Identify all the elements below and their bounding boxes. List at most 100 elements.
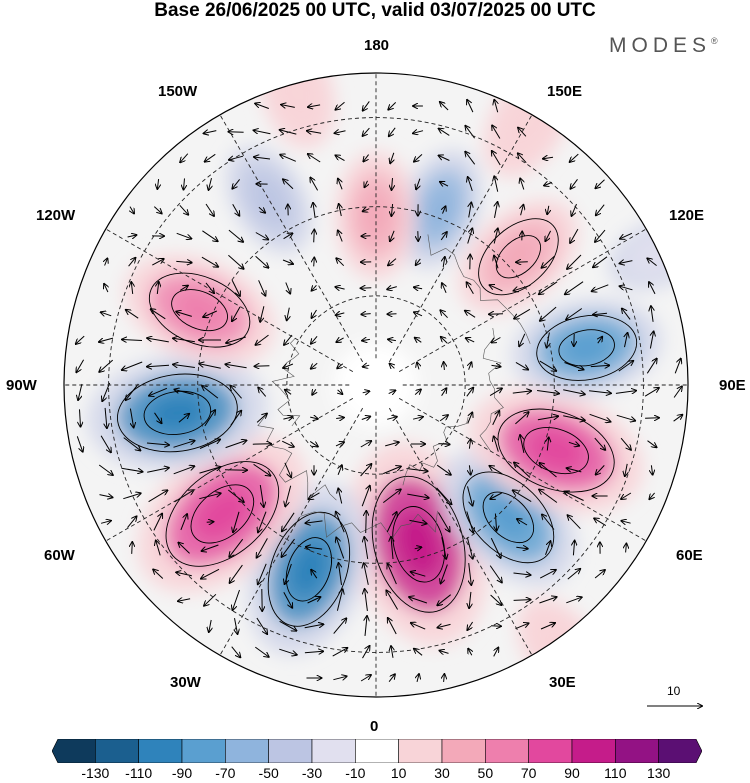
wind-vector <box>416 178 420 190</box>
wind-vector <box>494 436 499 452</box>
wind-vector <box>179 204 188 214</box>
wind-vector <box>153 206 161 214</box>
wind-vector <box>284 334 293 345</box>
wind-vector <box>230 564 243 583</box>
wind-vector <box>590 365 609 366</box>
wind-vector <box>440 182 449 186</box>
wind-vector <box>258 388 267 397</box>
wind-vector <box>363 154 369 162</box>
wind-vector <box>282 260 293 264</box>
wind-vector <box>365 180 368 187</box>
wind-vector <box>626 544 627 553</box>
meridian-line <box>398 224 655 373</box>
wind-vector <box>157 282 158 295</box>
wind-vector <box>227 489 243 502</box>
wind-vector <box>547 332 550 348</box>
wind-vector <box>309 492 320 499</box>
wind-vector <box>230 386 242 399</box>
wind-vector <box>490 466 503 475</box>
wind-vector <box>360 675 371 682</box>
colorbar-tick-label: 110 <box>604 765 627 781</box>
colorbar-swatch <box>225 739 269 763</box>
wind-vector <box>258 511 267 533</box>
wind-vector <box>209 619 211 632</box>
wind-vector <box>285 563 292 584</box>
colorbar-swatch <box>485 739 529 763</box>
wind-vector <box>492 337 501 343</box>
wind-vector <box>539 597 556 604</box>
wind-vector <box>180 153 189 163</box>
wind-vector <box>469 465 470 474</box>
wind-vector <box>593 256 608 267</box>
wind-vector <box>515 361 528 369</box>
wind-vector <box>469 203 472 218</box>
streamline-contour <box>371 475 466 613</box>
wind-vector <box>307 597 321 604</box>
wind-vector <box>469 439 470 449</box>
wind-vector <box>175 390 194 395</box>
wind-vector <box>225 364 247 369</box>
wind-vector <box>130 408 133 428</box>
wind-vector <box>594 570 605 579</box>
wind-vector <box>383 466 401 475</box>
wind-vector <box>254 130 271 133</box>
wind-vector <box>287 307 290 321</box>
wind-vector <box>313 203 315 218</box>
wind-vector <box>466 338 475 342</box>
wind-vector <box>566 308 583 320</box>
wind-vector <box>518 128 527 137</box>
wind-vector <box>467 100 474 113</box>
wind-vector <box>388 564 397 585</box>
wind-vector <box>132 542 133 554</box>
wind-vector <box>123 437 141 451</box>
wind-vector <box>625 463 627 476</box>
wind-vector <box>411 623 426 630</box>
wind-vector <box>517 519 528 526</box>
wind-vector <box>127 516 137 528</box>
wind-vector <box>539 570 556 579</box>
wind-vector <box>439 415 448 422</box>
wind-vector <box>388 102 397 109</box>
wind-vector <box>573 541 574 556</box>
wind-vector <box>146 443 169 445</box>
wind-vector <box>437 594 452 606</box>
wind-vector <box>364 537 369 559</box>
wind-vector <box>467 282 474 294</box>
wind-vector <box>233 589 240 610</box>
wind-vector <box>306 547 323 549</box>
wind-vector <box>283 417 292 419</box>
wind-vector <box>537 416 558 421</box>
wind-vector <box>281 440 294 447</box>
wind-vector <box>280 155 296 162</box>
wind-vector <box>441 564 448 584</box>
colorbar-tick-label: -70 <box>215 765 236 781</box>
wind-vector <box>568 515 581 530</box>
wind-vector <box>514 463 531 478</box>
wind-vector <box>157 179 158 189</box>
lon-label-30e: 30E <box>549 674 576 691</box>
wind-vector <box>570 228 579 243</box>
wind-vector <box>260 306 265 322</box>
wind-vector <box>98 464 113 475</box>
wind-vector <box>489 314 504 315</box>
wind-vector <box>620 286 633 290</box>
wind-vector <box>438 444 449 445</box>
wind-vector <box>173 365 195 368</box>
wind-vector <box>388 674 395 683</box>
colorbar-tick-label: -50 <box>258 765 279 781</box>
wind-vector <box>258 206 265 212</box>
wind-vector <box>390 152 394 163</box>
wind-vector <box>547 438 548 451</box>
coastline <box>257 414 337 501</box>
wind-vector <box>184 178 185 189</box>
brand-logo: MODES® <box>609 34 718 58</box>
wind-vector <box>364 563 369 585</box>
streamline-contour <box>285 537 333 602</box>
polar-cap <box>334 343 418 427</box>
streamline-contour <box>462 471 555 564</box>
wind-vector <box>651 465 652 474</box>
wind-vector <box>126 383 139 400</box>
wind-vector <box>363 365 370 367</box>
wind-vector <box>285 390 292 395</box>
streamline-contour <box>267 511 351 627</box>
